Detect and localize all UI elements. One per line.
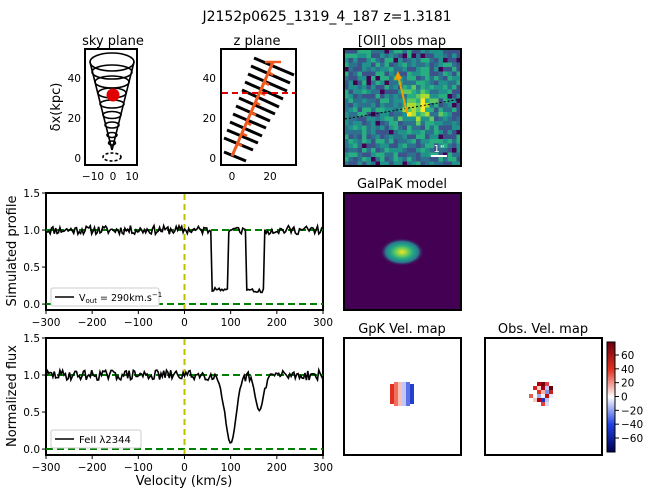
flux-xtick-label: 100	[221, 462, 241, 474]
sim-xtick-label: −200	[78, 317, 107, 329]
flux-xticks: −300 −200 −100 0 100 200 300	[32, 455, 333, 474]
sky-ytick: 0	[74, 153, 81, 165]
flux-xtick-label: 300	[313, 462, 333, 474]
obs-vel-panel: Obs. Vel. map	[484, 322, 603, 456]
flux-legend-text: FeII λ2344	[79, 435, 131, 446]
sim-xtick-label: 0	[181, 317, 188, 329]
sky-xtick: 10	[125, 171, 138, 183]
sim-legend-mid: = 290km.s	[97, 293, 152, 304]
obs-vel-title: Obs. Vel. map	[498, 322, 588, 337]
z-ytick: 0	[209, 153, 216, 165]
sky-ytick: 20	[68, 113, 81, 125]
sim-flux-line	[45, 222, 324, 294]
oii-map-image	[344, 49, 462, 167]
colorbar-tick-label: 0	[621, 392, 628, 404]
colorbar-tick-label: 20	[621, 378, 634, 390]
figure-title: J2152p0625_1319_4_187 z=1.3181	[201, 9, 451, 25]
flux-ytick-label: 0.5	[23, 407, 40, 419]
galpak-title: GalPaK model	[357, 177, 447, 192]
galaxy-marker	[106, 88, 120, 102]
flux-ytick-label: 0.0	[23, 444, 40, 456]
z-ytick: 40	[203, 73, 216, 85]
oii-sightline-arrow	[397, 74, 408, 114]
oii-map-panel: [OII] obs map 1"	[343, 34, 462, 167]
colorbar: 60 40 20 0−20 −40 −60	[606, 341, 643, 453]
sim-xticks: −300 −200 −100 0 100 200 300	[32, 310, 333, 329]
z-plane-panel: z plane 0	[203, 34, 297, 183]
sim-xtick-label: −100	[124, 317, 153, 329]
flux-ytick-label: 1.0	[23, 370, 40, 382]
z-plane-sightline-ticks	[236, 60, 281, 148]
z-plane-title: z plane	[233, 34, 280, 49]
sky-ytick: 40	[68, 73, 81, 85]
obs-vel-image	[529, 382, 553, 406]
sim-xtick-label: 100	[221, 317, 241, 329]
oii-map-title: [OII] obs map	[358, 34, 446, 49]
flux-ytick-label: 1.5	[23, 333, 40, 345]
colorbar-tick-label: −20	[621, 405, 643, 417]
flux-yticks: 0.0 0.5 1.0 1.5	[23, 333, 46, 456]
sim-legend: Vout = 290km.s−1	[50, 287, 162, 307]
sim-xtick-label: 200	[267, 317, 287, 329]
sim-legend-prefix: V	[79, 293, 86, 304]
oii-map-frame	[343, 48, 462, 167]
sim-legend-sup: −1	[152, 291, 162, 299]
sim-legend-box	[50, 287, 160, 307]
flux-xtick-label: 200	[267, 462, 287, 474]
colorbar-tick-label: −40	[621, 419, 643, 431]
sim-xtick-label: −300	[32, 317, 61, 329]
flux-line	[45, 366, 324, 444]
simulated-profile-panel: 0.0 0.5 1.0 1.5 −300 −200 −100 0 100 200 300 Simu…	[5, 188, 333, 329]
galpak-panel: GalPaK model	[343, 177, 462, 311]
flux-legend: FeII λ2344	[50, 429, 142, 449]
flux-xlabel: Velocity (km/s)	[136, 474, 233, 489]
sim-ytick-label: 1.5	[23, 188, 40, 200]
sim-xtick-label: 300	[313, 317, 333, 329]
flux-ylabel: Normalized flux	[5, 345, 20, 447]
z-xtick: 20	[263, 171, 276, 183]
flux-xtick-label: −200	[78, 462, 107, 474]
sim-legend-sub: out	[86, 297, 98, 305]
sim-ylabel: Simulated profile	[5, 196, 20, 307]
sim-ytick-label: 0.0	[23, 299, 40, 311]
gpk-vel-panel: GpK Vel. map	[343, 322, 462, 456]
sim-ytick-label: 0.5	[23, 262, 40, 274]
gpk-vel-image	[390, 382, 414, 406]
sim-legend-text: Vout = 290km.s−1	[79, 291, 162, 305]
flux-xtick-label: 0	[181, 462, 188, 474]
colorbar-gradient	[606, 341, 616, 453]
flux-legend-box	[50, 429, 142, 449]
z-ytick: 20	[203, 113, 216, 125]
galpak-galaxy	[380, 238, 424, 266]
z-xtick: 0	[229, 171, 236, 183]
colorbar-tick-label: 40	[621, 364, 634, 376]
z-plane-sightline	[230, 61, 275, 157]
sky-ylabel: δx(kpc)	[49, 83, 64, 132]
gpk-vel-title: GpK Vel. map	[358, 322, 446, 337]
sky-xtick: 0	[110, 171, 117, 183]
flux-xtick-label: −100	[124, 462, 153, 474]
sky-plane-panel: sky plane 0 20 40 −10 0 10 δx(kpc)	[49, 34, 144, 183]
oii-scale-label: 1"	[434, 144, 445, 155]
normalized-flux-panel: 0.0 0.5 1.0 1.5 −300 −200 −100 0 100 200 300 Norm…	[5, 333, 333, 489]
flux-xtick-label: −300	[32, 462, 61, 474]
sky-plane-title: sky plane	[82, 34, 144, 49]
colorbar-ticks: 60 40 20 0−20 −40 −60	[615, 350, 643, 445]
colorbar-tick-label: 60	[621, 350, 634, 362]
sim-yticks: 0.0 0.5 1.0 1.5	[23, 188, 46, 311]
sky-xtick: −10	[82, 171, 104, 183]
colorbar-tick-label: −60	[621, 433, 643, 445]
oii-arrow-head	[394, 71, 402, 80]
sim-ytick-label: 1.0	[23, 225, 40, 237]
